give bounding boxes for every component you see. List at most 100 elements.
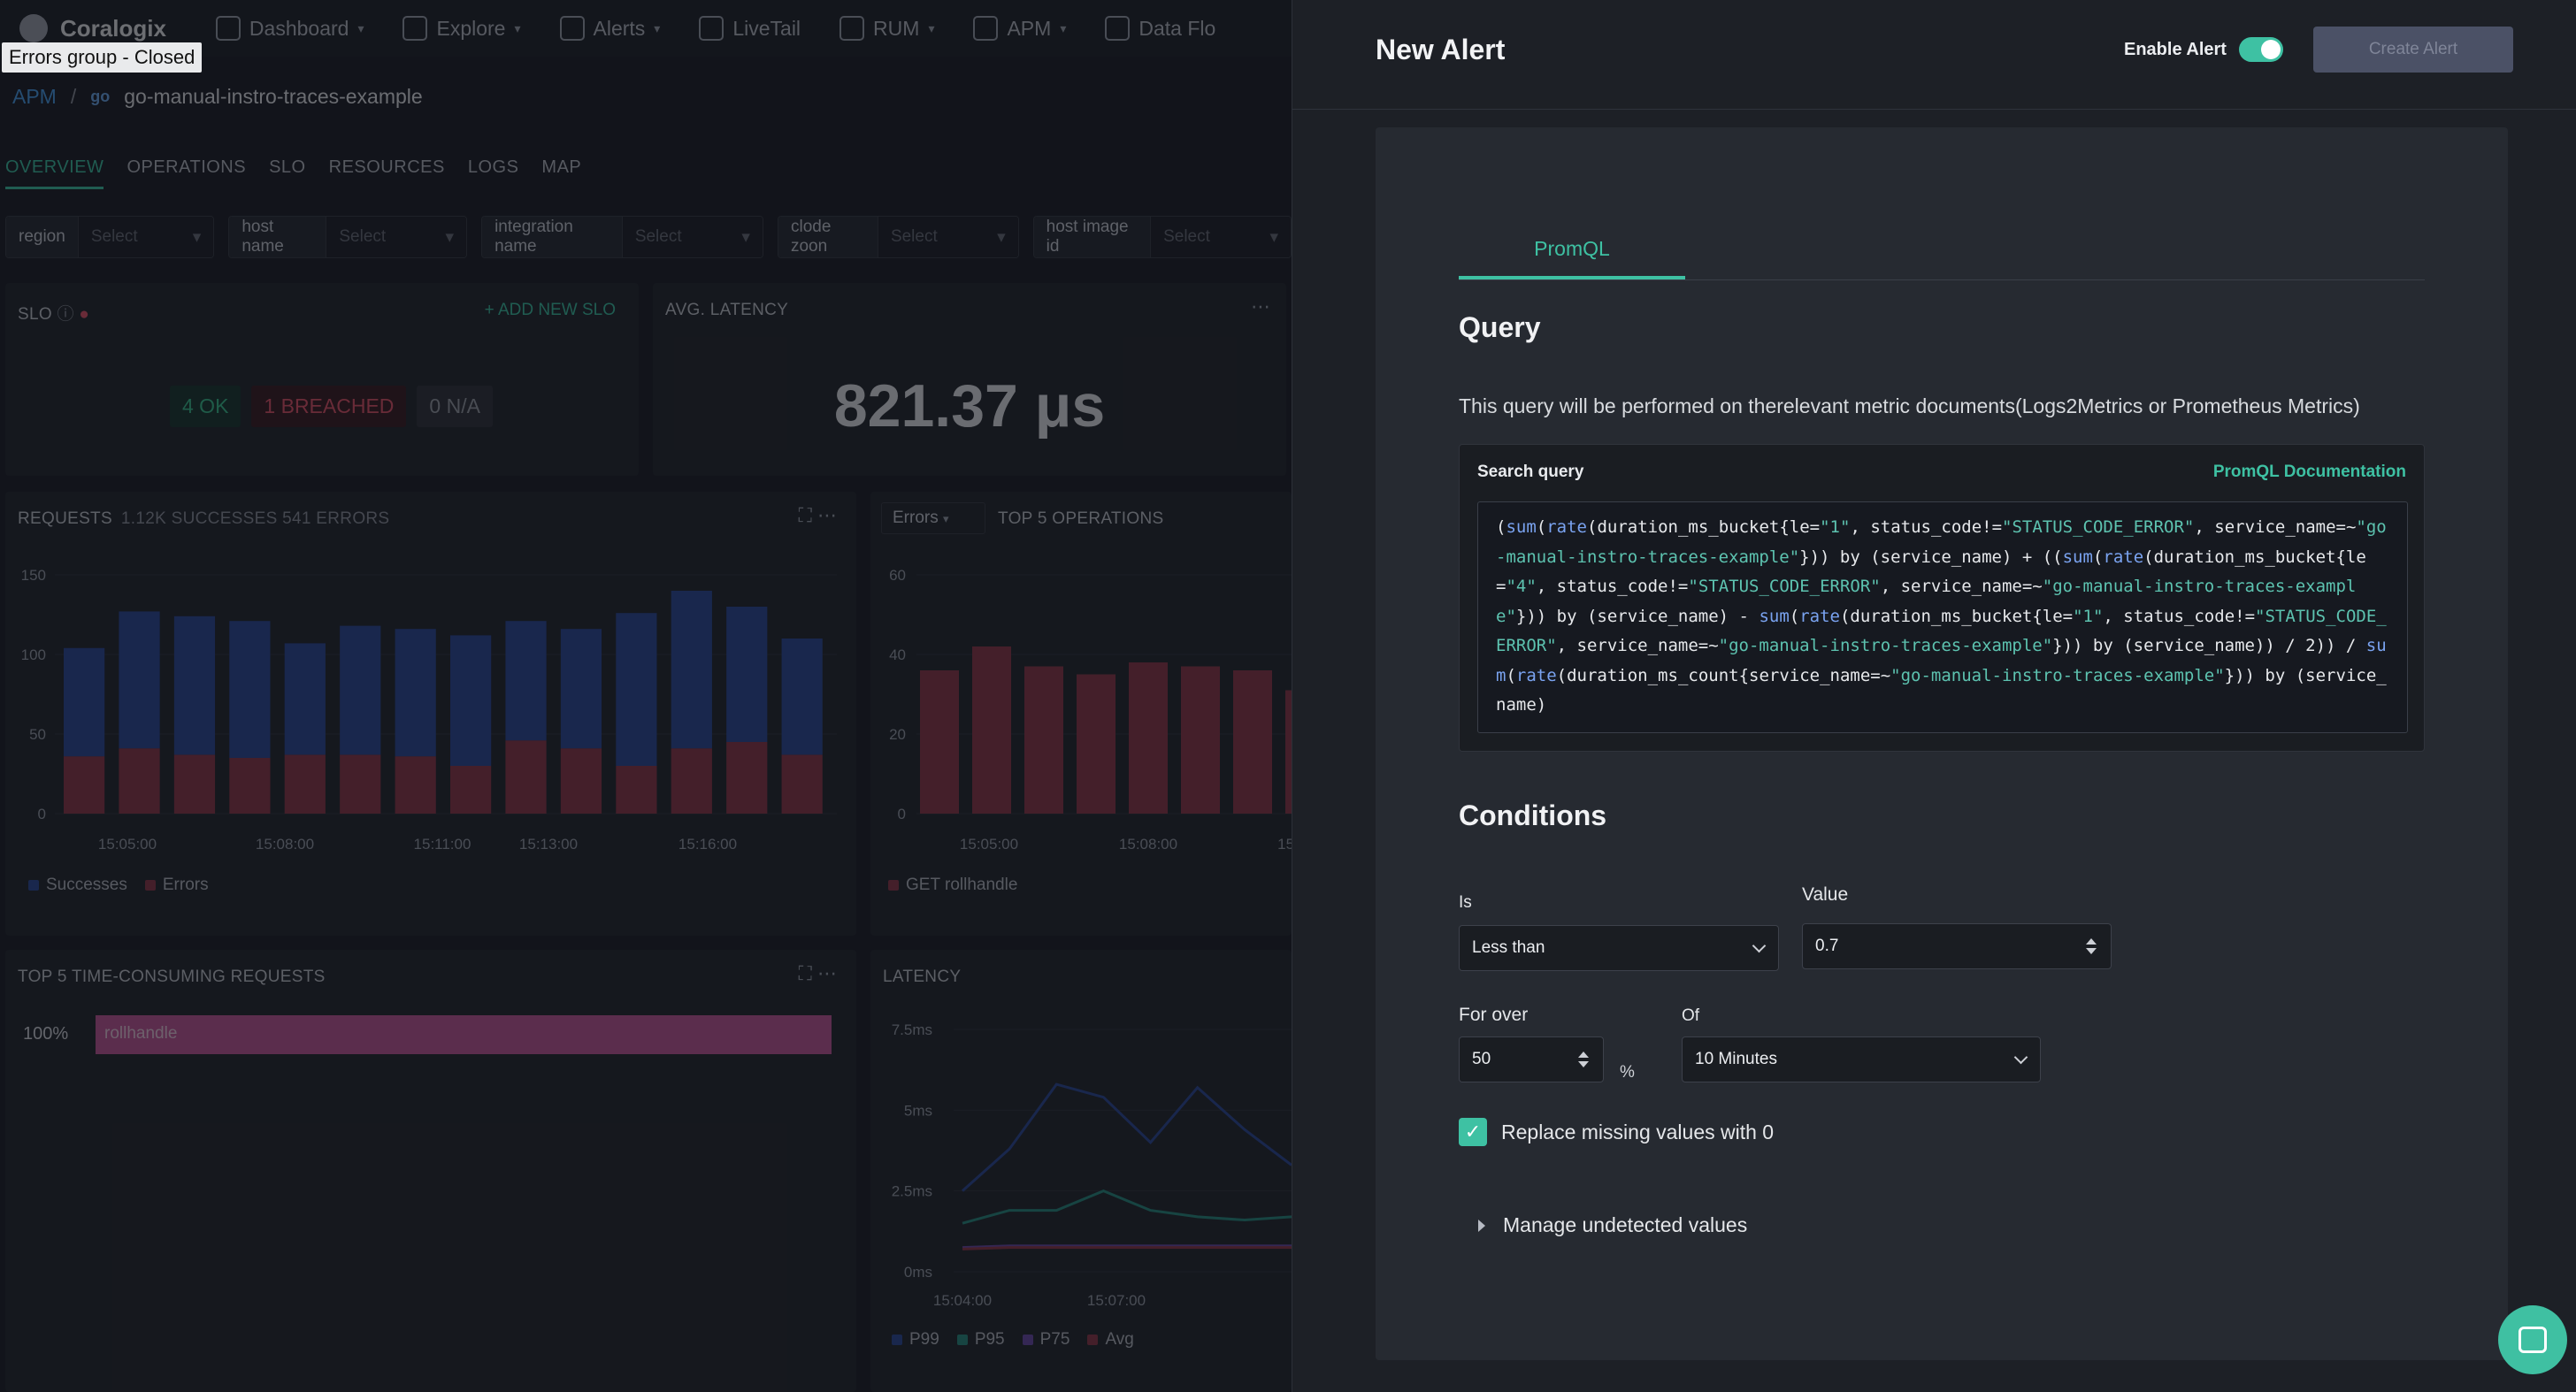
search-query-editor[interactable]: (sum(rate(duration_ms_bucket{le="1", sta…	[1477, 501, 2408, 733]
bar-successes[interactable]	[284, 643, 326, 755]
tab-slo[interactable]: SLO	[269, 157, 306, 177]
bar-successes[interactable]	[119, 611, 160, 749]
bar-successes[interactable]	[229, 621, 271, 758]
promql-documentation-link[interactable]: PromQL Documentation	[2212, 463, 2406, 481]
nav-item-livetail[interactable]: LiveTail	[699, 16, 801, 41]
legend-get-rollhandle[interactable]: GET rollhandle	[888, 876, 1017, 895]
bar-successes[interactable]	[560, 629, 602, 749]
condition-operator-select[interactable]: Less than	[1459, 925, 1779, 971]
bar-errors[interactable]	[340, 754, 381, 814]
bar-successes[interactable]	[64, 647, 105, 757]
more-options-icon[interactable]: ⋯	[1251, 295, 1270, 317]
filter-select[interactable]: Select ▾	[878, 217, 1018, 257]
bar-get-rollhandle[interactable]	[972, 646, 1011, 814]
legend-p99[interactable]: P99	[892, 1330, 939, 1350]
bar-get-rollhandle[interactable]	[1233, 670, 1272, 814]
legend-avg[interactable]: Avg	[1087, 1330, 1134, 1350]
manage-undetected-toggle[interactable]: Manage undetected values	[1478, 1213, 1747, 1237]
top-request-bar[interactable]	[96, 1015, 832, 1054]
nav-item-explore[interactable]: Explore ▾	[402, 16, 521, 41]
number-stepper-icon[interactable]	[2086, 938, 2097, 954]
tab-resources[interactable]: RESOURCES	[328, 157, 445, 177]
legend-successes[interactable]: Successes	[28, 876, 127, 895]
bar-errors[interactable]	[64, 756, 105, 814]
filter-host-image-id[interactable]: host image id Select ▾	[1032, 216, 1292, 258]
number-stepper-icon[interactable]	[1578, 1052, 1589, 1067]
nav-item-data-flo[interactable]: Data Flo	[1105, 16, 1215, 41]
line-p99[interactable]	[962, 1082, 1292, 1192]
bar-successes[interactable]	[450, 635, 492, 766]
filter-host-name[interactable]: host name Select ▾	[228, 216, 468, 258]
breadcrumb-apm-link[interactable]: APM	[12, 85, 57, 108]
replace-missing-checkbox[interactable]: ✓	[1459, 1118, 1487, 1146]
bar-get-rollhandle[interactable]	[1181, 666, 1220, 815]
bar-successes[interactable]	[726, 607, 768, 742]
legend-p75[interactable]: P75	[1022, 1330, 1070, 1350]
time-window-select[interactable]: 10 Minutes	[1682, 1036, 2041, 1082]
bar-get-rollhandle[interactable]	[1285, 690, 1292, 815]
chat-support-button[interactable]	[2498, 1305, 2567, 1374]
bar-errors[interactable]	[450, 766, 492, 814]
bar-errors[interactable]	[284, 754, 326, 814]
filter-region[interactable]: region Select ▾	[5, 216, 215, 258]
nav-item-apm[interactable]: APM ▾	[973, 16, 1066, 41]
nav-item-alerts[interactable]: Alerts ▾	[559, 16, 660, 41]
tab-operations[interactable]: OPERATIONS	[126, 157, 247, 177]
tab-map[interactable]: MAP	[541, 157, 582, 177]
bar-errors[interactable]	[119, 748, 160, 814]
bar-successes[interactable]	[173, 616, 216, 755]
add-new-slo-button[interactable]: + ADD NEW SLO	[484, 301, 616, 319]
threshold-value-input[interactable]: 0.7	[1802, 923, 2112, 969]
bar-successes[interactable]	[616, 613, 657, 766]
tab-promql[interactable]: PromQL	[1459, 225, 1685, 279]
slo-ok-badge[interactable]: 4 OK	[170, 386, 242, 427]
bar-errors[interactable]	[616, 766, 657, 814]
nav-item-label: Data Flo	[1138, 16, 1216, 40]
coralogix-logo[interactable]: Coralogix	[19, 14, 166, 42]
bar-successes[interactable]	[671, 591, 712, 749]
filter-select[interactable]: Select ▾	[622, 217, 763, 257]
filter-clode-zoon[interactable]: clode zoon Select ▾	[777, 216, 1019, 258]
bar-successes[interactable]	[395, 629, 436, 757]
enable-alert-toggle[interactable]	[2238, 37, 2283, 62]
bar-successes[interactable]	[505, 621, 547, 741]
slo-breached-badge[interactable]: 1 BREACHED	[251, 386, 407, 427]
bar-errors[interactable]	[671, 748, 712, 814]
bar-get-rollhandle[interactable]	[1077, 674, 1116, 815]
filter-select[interactable]: Select ▾	[78, 217, 214, 257]
tab-overview[interactable]: OVERVIEW	[5, 157, 104, 189]
go-language-icon: go	[90, 88, 111, 105]
line-avg[interactable]	[962, 1246, 1292, 1251]
bar-successes[interactable]	[340, 625, 381, 755]
line-p95[interactable]	[962, 1189, 1292, 1225]
explore-icon	[402, 16, 428, 41]
breadcrumb-service: go-manual-instro-traces-example	[124, 85, 423, 108]
chevron-down-icon: ▾	[514, 20, 521, 35]
bar-errors[interactable]	[505, 740, 547, 814]
latency-panel: LATENCY 0ms 2.5ms 5ms 7.5ms 15:04:00 15:07:00…	[870, 950, 1292, 1392]
bar-errors[interactable]	[560, 748, 602, 814]
nav-item-dashboard[interactable]: Dashboard ▾	[215, 16, 364, 41]
slo-na-badge[interactable]: 0 N/A	[417, 386, 493, 427]
bar-successes[interactable]	[781, 639, 823, 755]
bar-errors[interactable]	[395, 756, 436, 814]
bar-errors[interactable]	[726, 742, 768, 814]
bar-get-rollhandle[interactable]	[1129, 662, 1168, 814]
bar-errors[interactable]	[173, 754, 216, 814]
for-over-input[interactable]: 50	[1459, 1036, 1604, 1082]
legend-p95[interactable]: P95	[956, 1330, 1005, 1350]
nav-item-rum[interactable]: RUM ▾	[840, 16, 934, 41]
filter-label: host name	[229, 217, 327, 257]
bar-errors[interactable]	[229, 758, 271, 814]
legend-errors[interactable]: Errors	[144, 876, 209, 895]
tab-logs[interactable]: LOGS	[467, 157, 519, 177]
bar-get-rollhandle[interactable]	[1024, 666, 1063, 815]
more-options-icon[interactable]: ⛶ ⋯	[798, 962, 837, 984]
filter-integration-name[interactable]: integration name Select ▾	[481, 216, 763, 258]
filter-select[interactable]: Select ▾	[326, 217, 467, 257]
bar-get-rollhandle[interactable]	[920, 670, 959, 814]
operations-legend: GET rollhandle	[888, 876, 1017, 895]
create-alert-button[interactable]: Create Alert	[2313, 27, 2513, 73]
filter-select[interactable]: Select ▾	[1151, 217, 1292, 257]
bar-errors[interactable]	[781, 754, 823, 814]
